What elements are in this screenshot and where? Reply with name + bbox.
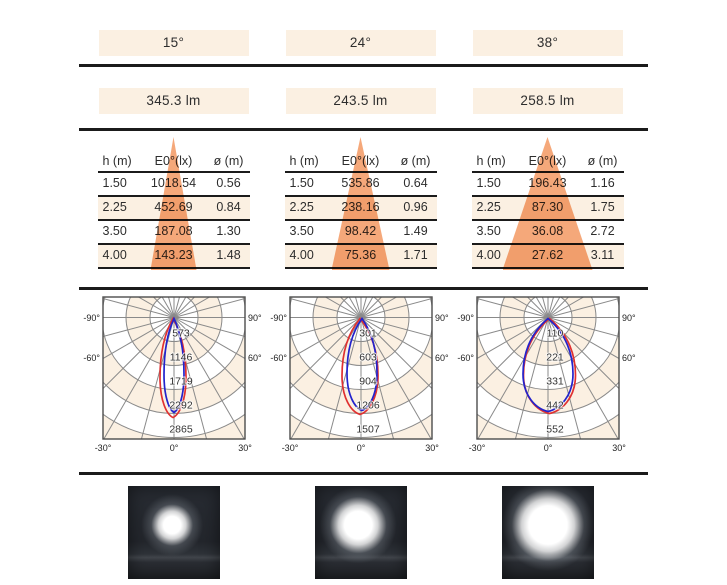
photometric-table: h (m) E0°(lx) ø (m) 1.50 196.43 1.16 2.25 87.…	[471, 152, 624, 269]
intensity-curves	[340, 317, 379, 416]
angle-label: 90°	[622, 313, 636, 323]
beam-spot-photo	[127, 486, 220, 579]
intensity-curves	[521, 317, 576, 415]
angle-label: -30°	[281, 443, 298, 453]
angle-label: 30°	[425, 443, 439, 453]
luminous-flux-badge: 258.5 lm	[472, 88, 623, 114]
illuminance-table-row: h (m) E0°(lx) ø (m) 1.50 1018.54 0.56 2.25 45…	[80, 131, 641, 270]
angle-label: 60°	[622, 353, 636, 363]
table-header-row: h (m) E0°(lx) ø (m)	[284, 152, 437, 173]
polar-frame	[288, 296, 433, 440]
angle-label: -90°	[457, 313, 474, 323]
table-row: 4.00 75.36 1.71	[284, 245, 437, 269]
polar-diagram: -90° 90° -60° 60° -30° 0° 30° 110 221 33…	[457, 296, 636, 453]
table-row: 1.50 535.86 0.64	[284, 173, 437, 197]
angle-label: 30°	[238, 443, 252, 453]
beam-angle-badge: 38°	[472, 30, 623, 56]
table-row: 2.25 238.16 0.96	[284, 197, 437, 221]
section-divider	[79, 64, 648, 67]
table-row: 4.00 143.23 1.48	[97, 245, 250, 269]
angle-label: 90°	[248, 313, 262, 323]
angle-label: 0°	[356, 443, 365, 453]
candela-ring-label: 301	[359, 328, 377, 340]
table-row: 3.50 98.42 1.49	[284, 221, 437, 245]
angle-label: -60°	[457, 353, 474, 363]
table-row: 4.00 27.62 3.11	[471, 245, 624, 269]
beam-angle-badge: 24°	[285, 30, 436, 56]
intensity-curves	[158, 316, 187, 419]
beam-angle-row: 15° 24° 38°	[80, 30, 641, 56]
angle-label: 90°	[435, 313, 449, 323]
angle-label: -30°	[468, 443, 485, 453]
candela-ring-label: 1719	[169, 376, 193, 388]
luminous-flux-badge: 345.3 lm	[98, 88, 249, 114]
candela-ring-label: 442	[546, 400, 564, 412]
angle-label: 30°	[612, 443, 626, 453]
candela-ring-label: 904	[359, 376, 377, 388]
section-divider	[79, 128, 648, 131]
polar-frame	[101, 296, 246, 440]
angle-label: 0°	[543, 443, 552, 453]
beam-spot-photo	[501, 486, 594, 579]
candela-ring-label: 1507	[356, 424, 380, 436]
section-divider	[79, 287, 648, 290]
section-divider	[79, 472, 648, 475]
table-row: 3.50 36.08 2.72	[471, 221, 624, 245]
angle-label: -90°	[270, 313, 287, 323]
candela-ring-label: 1206	[356, 400, 380, 412]
candela-ring-label: 221	[546, 352, 564, 364]
table-row: 1.50 1018.54 0.56	[97, 173, 250, 197]
angle-label: 60°	[248, 353, 262, 363]
polar-diagram-row: -90° 90° -60° 60° -30° 0° 30° 573 1146 1…	[80, 291, 641, 455]
angle-label: -60°	[270, 353, 287, 363]
beam-spot-photo	[314, 486, 407, 579]
candela-ring-label: 603	[359, 352, 377, 364]
polar-diagram: -90° 90° -60° 60° -30° 0° 30° 573 1146 1…	[83, 296, 262, 453]
angle-label: -90°	[83, 313, 100, 323]
angle-label: 60°	[435, 353, 449, 363]
table-row: 3.50 187.08 1.30	[97, 221, 250, 245]
beam-photo-row	[80, 486, 641, 579]
candela-ring-label: 2292	[169, 400, 193, 412]
angle-label: 0°	[169, 443, 178, 453]
candela-ring-label: 2865	[169, 424, 193, 436]
table-row: 1.50 196.43 1.16	[471, 173, 624, 197]
candela-ring-label: 573	[172, 328, 190, 340]
beam-angle-badge: 15°	[98, 30, 249, 56]
table-row: 2.25 87.30 1.75	[471, 197, 624, 221]
polar-frame	[475, 296, 620, 440]
angle-label: -30°	[94, 443, 111, 453]
table-header-row: h (m) E0°(lx) ø (m)	[471, 152, 624, 173]
photometric-table: h (m) E0°(lx) ø (m) 1.50 1018.54 0.56 2.25 45…	[97, 152, 250, 269]
luminous-flux-badge: 243.5 lm	[285, 88, 436, 114]
photometric-table: h (m) E0°(lx) ø (m) 1.50 535.86 0.64 2.25 238…	[284, 152, 437, 269]
candela-ring-label: 1146	[169, 352, 192, 364]
angle-label: -60°	[83, 353, 100, 363]
table-header-row: h (m) E0°(lx) ø (m)	[97, 152, 250, 173]
table-row: 2.25 452.69 0.84	[97, 197, 250, 221]
candela-ring-label: 552	[546, 424, 564, 436]
polar-diagram: -90° 90° -60° 60° -30° 0° 30° 301 603 90…	[270, 296, 449, 453]
candela-ring-label: 331	[546, 376, 564, 388]
candela-ring-label: 110	[546, 328, 563, 340]
luminous-flux-row: 345.3 lm 243.5 lm 258.5 lm	[80, 88, 641, 114]
